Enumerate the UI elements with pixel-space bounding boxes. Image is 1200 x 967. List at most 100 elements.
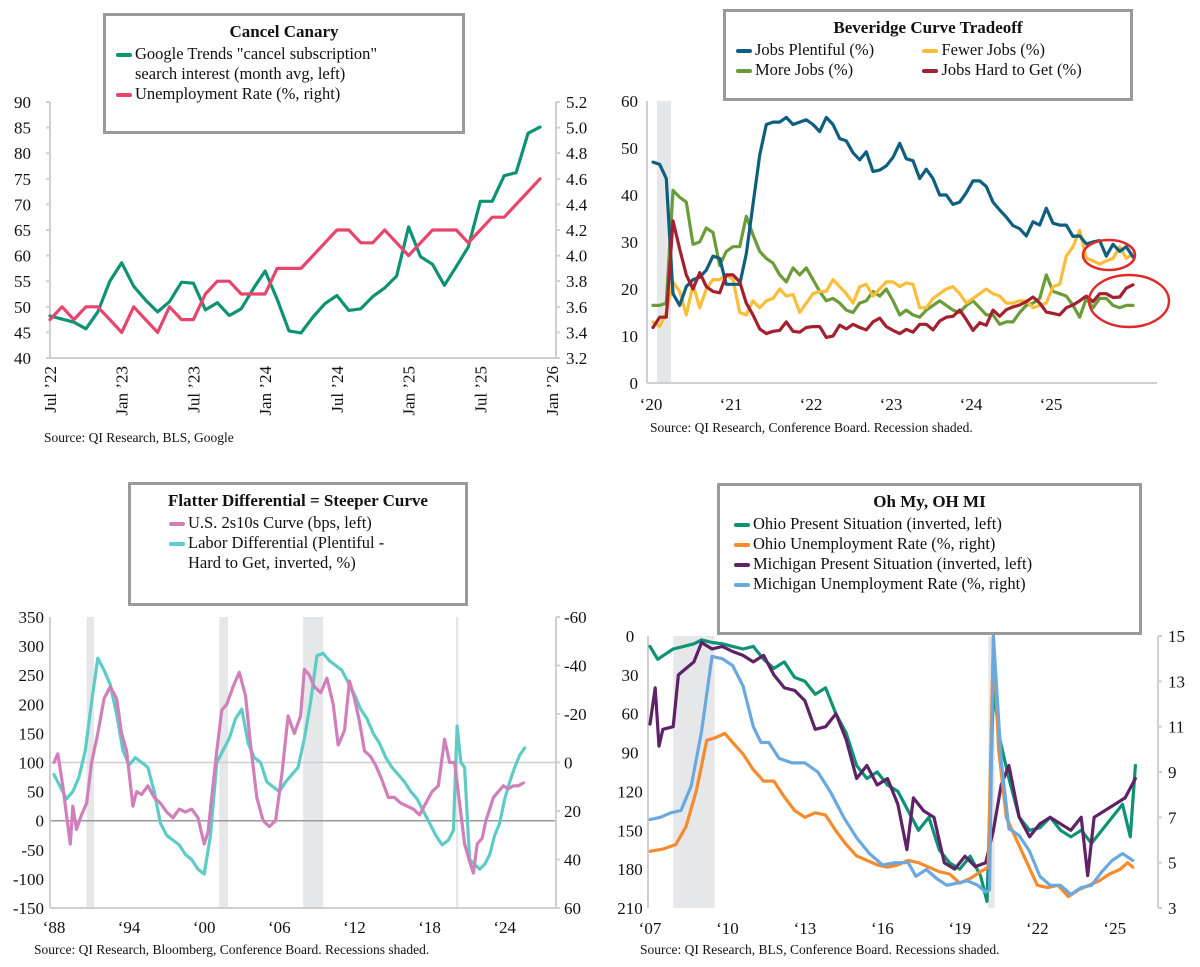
legend-item: Fewer Jobs (%) [922,40,1120,60]
legend-swatch-2s10s-curve [169,522,185,526]
y-left-tick-label: 150 [617,821,643,840]
legend-item: Google Trends "cancel subscription" sear… [116,44,452,84]
legend-label: U.S. 2s10s Curve (bps, left) [188,513,372,532]
x-tick-label: ‘21 [720,395,743,414]
chart-oh-my-oh-mi: 0 30 60 90 120 150 180 210 3 5 7 9 11 13 15 ‘07 ‘10 ‘13 ‘1… [617,627,1185,957]
y-right-tick-label: 3 [1168,899,1177,918]
legend-label: More Jobs (%) [755,60,854,79]
y-right-tick-label: 40 [564,851,581,870]
legend-item: Jobs Hard to Get (%) [922,60,1120,80]
legend-swatch-michigan-present-situation [734,563,750,567]
annotation-ellipse-jobs-hard-to-get [1087,273,1171,329]
y-left-tick-label: 200 [19,695,45,714]
series-line-more-jobs [651,188,1135,326]
legend-item: Jobs Plentiful (%) [736,40,912,60]
y-right-tick-label: 7 [1168,808,1177,827]
y-left-tick-label: 45 [14,323,31,342]
legend-label-line: search interest (month avg, left) [135,64,346,83]
x-tick-label: ‘25 [1040,395,1063,414]
y-left-tick-label: -150 [13,899,44,918]
y-left-tick-label: 0 [626,627,635,646]
series-line-michigan-present-situation [648,640,1138,878]
annotation-circle-jobs-plentiful [1081,238,1137,272]
legend-swatch-ohio-present-situation [734,523,750,527]
y-left-tick-label: 65 [14,221,31,240]
series-line-ohio-unemployment [648,634,1135,899]
series-line-unemployment-rate [48,177,542,334]
chart-title: Cancel Canary [229,22,339,41]
y-right-tick-label: 5.2 [566,93,587,112]
legend-item: Michigan Unemployment Rate (%, right) [730,574,1129,594]
y-left-tick-label: 120 [617,782,643,801]
series-line-jobs-plentiful [651,115,1135,307]
series-line-google-trends [48,125,542,335]
series-line-fewer-jobs [651,228,1135,329]
legend-item: Unemployment Rate (%, right) [116,84,452,104]
x-tick-label: ‘18 [418,918,441,937]
series-line-jobs-hard-to-get [651,219,1135,339]
legend-label: Unemployment Rate (%, right) [135,84,341,103]
x-tick-label: ‘88 [43,918,66,937]
legend-item: Ohio Present Situation (inverted, left) [730,514,1129,534]
source-note: Source: QI Research, Bloomberg, Conferen… [34,942,429,957]
legend-label: Labor Differential (Plentiful - Hard to … [188,533,384,573]
legend-item: More Jobs (%) [736,60,912,80]
legend-label: Michigan Present Situation (inverted, le… [753,554,1033,573]
y-left-tick-label: 75 [14,170,31,189]
legend-swatch-google-trends [116,53,132,57]
x-tick-label: ‘13 [794,919,817,938]
y-right-tick-label: 11 [1168,718,1184,737]
x-tick-label: Jul ’22 [41,366,60,413]
series-line-labor-differential [52,651,527,876]
y-left-tick-label: 100 [19,754,45,773]
legend-label-line: Hard to Get, inverted, %) [188,553,356,572]
x-tick-label: ‘22 [1026,919,1049,938]
y-left-tick-label: 50 [14,298,31,317]
source-note: Source: QI Research, BLS, Google [44,430,234,445]
legend-box: Flatter Differential = Steeper Curve U.S… [128,482,468,606]
x-tick-label: ‘16 [871,919,894,938]
legend-swatch-fewer-jobs [922,49,939,53]
chart-title: Flatter Differential = Steeper Curve [168,491,428,510]
x-tick-label: Jul ’24 [328,366,347,413]
y-left-tick-label: 30 [621,233,638,252]
chart-title: Beveridge Curve Tradeoff [833,18,1023,37]
x-tick-label: Jan ’23 [113,366,132,416]
y-left-tick-label: -100 [13,870,44,889]
x-tick-label: Jan ’25 [400,366,419,416]
y-right-tick-label: 5.0 [566,119,587,138]
legend-box: Cancel Canary Google Trends "cancel subs… [103,13,465,134]
legend-swatch-ohio-unemployment [734,543,750,547]
chart-panel-cancel-canary: 40 45 50 55 60 65 70 75 80 85 90 3.2 3.4 3.6 3.8 4.0 4.2… [0,0,600,470]
y-right-tick-label: 4.0 [566,247,587,266]
series-line-ohio-present-situation [648,638,1138,904]
y-right-tick-label: -40 [564,657,587,676]
y-right-tick-label: 60 [564,899,581,918]
legend-swatch-unemployment-rate [116,93,132,97]
x-tick-label: Jul ’23 [184,366,203,413]
y-left-tick-label: 0 [36,812,45,831]
y-left-tick-label: 90 [14,93,31,112]
legend-swatch-more-jobs [736,69,752,73]
y-left-tick-label: -50 [21,841,44,860]
chart-beveridge-curve: 0 10 20 30 40 50 60 ‘20 ‘21 ‘22 ‘23 ‘24 ‘25 Source: Q… [621,92,1171,435]
legend-item: Michigan Present Situation (inverted, le… [730,554,1129,574]
legend-swatch-labor-differential [169,542,185,546]
y-right-tick-label: 4.6 [566,170,587,189]
y-left-tick-label: 0 [630,374,639,393]
legend-item: U.S. 2s10s Curve (bps, left) [141,513,455,533]
y-right-tick-label: 0 [564,754,573,773]
y-left-tick-label: 60 [14,247,31,266]
chart-title: Oh My, OH MI [873,492,986,511]
legend-item: Ohio Unemployment Rate (%, right) [730,534,1129,554]
x-tick-label: ‘10 [716,919,739,938]
y-left-tick-label: 50 [27,783,44,802]
y-right-tick-label: 4.2 [566,221,587,240]
chart-panel-flatter-differential: -150 -100 -50 0 50 100 150 200 250 300 350 60 40 20 0-… [0,478,600,967]
legend-label: Google Trends "cancel subscription" sear… [135,44,377,84]
legend-label-line: Labor Differential (Plentiful - [188,533,385,552]
y-right-tick-label: 3.2 [566,349,587,368]
y-right-tick-label: -60 [564,608,587,627]
legend-box: Beveridge Curve Tradeoff Jobs Plentiful … [723,9,1133,101]
x-tick-label: ‘94 [118,918,141,937]
